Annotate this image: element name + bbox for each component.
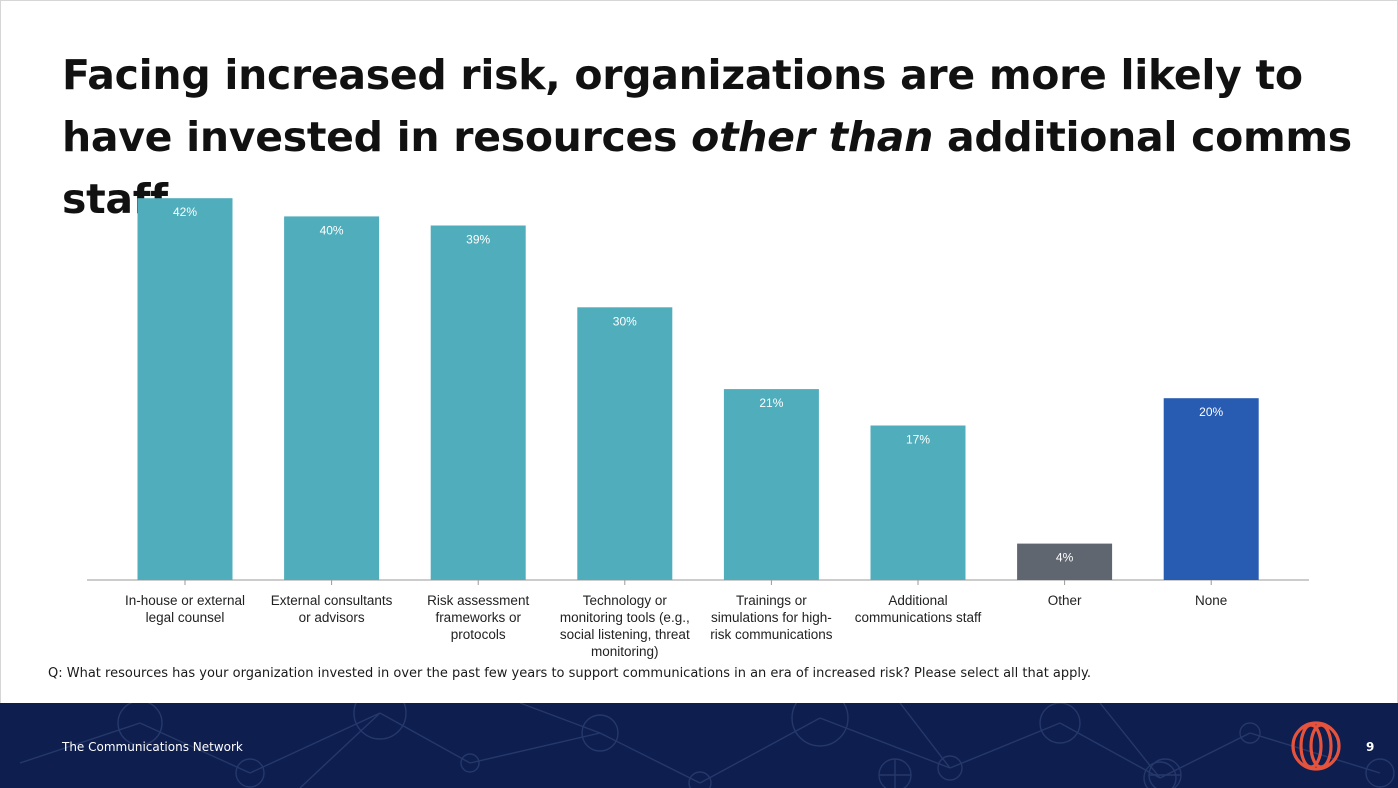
bar-4 bbox=[577, 307, 673, 580]
bar-2 bbox=[284, 216, 380, 580]
bar-6 bbox=[870, 425, 966, 580]
network-pattern-icon bbox=[19, 703, 1395, 788]
bar-8 bbox=[1163, 398, 1259, 580]
bar-3 bbox=[430, 225, 526, 580]
bar-value-label-5: 21% bbox=[759, 396, 783, 410]
bar-chart: 42% In-house or external legal counsel 40% E… bbox=[87, 198, 1309, 659]
bar-value-label-4: 30% bbox=[613, 314, 637, 328]
title-part-1: Facing increased risk, organizations are… bbox=[62, 51, 1303, 161]
title-italic: other than bbox=[691, 113, 933, 161]
communications-network-logo-icon bbox=[1291, 721, 1341, 771]
bar-value-label-3: 39% bbox=[466, 233, 490, 247]
bar-value-label-1: 42% bbox=[173, 205, 197, 219]
category-label-1: In-house or external legal counsel bbox=[125, 593, 245, 625]
footer-band: The Communications Network 9 bbox=[0, 703, 1398, 788]
bar-value-label-8: 20% bbox=[1199, 405, 1223, 419]
bar-value-label-7: 4% bbox=[1056, 551, 1074, 565]
category-label-3: Risk assessment frameworks or protocols bbox=[427, 593, 529, 642]
category-label-5: Trainings or simulations for high-risk co… bbox=[710, 593, 833, 642]
category-label-6: Additional communications staff bbox=[855, 593, 982, 625]
bar-1 bbox=[137, 198, 233, 580]
slide-title: Facing increased risk, organizations are… bbox=[62, 44, 1362, 230]
category-label-4: Technology or monitoring tools (e.g., soci… bbox=[560, 593, 690, 659]
title-part-2: additional comms staff. bbox=[62, 113, 1352, 223]
survey-question: Q: What resources has your organization … bbox=[48, 666, 1091, 681]
bar-value-label-6: 17% bbox=[906, 433, 930, 447]
bar-value-label-2: 40% bbox=[320, 223, 344, 237]
bar-7 bbox=[1017, 543, 1113, 580]
footer-organization-name: The Communications Network bbox=[62, 740, 243, 754]
page-number: 9 bbox=[1366, 740, 1375, 754]
category-label-7: Other bbox=[1048, 593, 1082, 608]
category-label-2: External consultants or advisors bbox=[271, 593, 393, 625]
category-label-8: None bbox=[1195, 593, 1227, 608]
bar-5 bbox=[723, 389, 819, 580]
